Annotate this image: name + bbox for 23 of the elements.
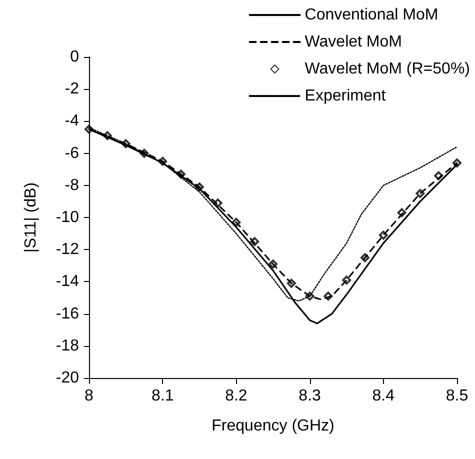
x-tick-label: 8.5	[446, 388, 468, 404]
y-tick-label: -18	[56, 337, 80, 354]
legend-label: Conventional MoM	[304, 6, 438, 24]
x-tick-label: 8.2	[225, 388, 248, 404]
x-tick-label: 8.3	[298, 388, 322, 404]
y-tick-label: -4	[64, 112, 80, 130]
y-tick-label: 0	[70, 48, 80, 66]
y-tick-label: -6	[64, 144, 80, 162]
x-tick-label: 8.4	[372, 388, 395, 404]
x-axis-title: Frequency (GHz)	[212, 418, 334, 434]
x-tick-label: 8	[84, 388, 94, 404]
y-tick-label: -8	[64, 176, 80, 194]
legend-label: Wavelet MoM (R=50%)	[304, 60, 470, 78]
legend-label: Wavelet MoM	[304, 34, 402, 50]
y-tick-label: -16	[56, 305, 80, 322]
y-tick-label: -20	[56, 370, 80, 386]
legend-label: Experiment	[304, 88, 386, 104]
y-axis-title: |S11| (dB)	[22, 182, 40, 253]
y-tick-label: -2	[64, 80, 80, 98]
x-tick-label: 8.1	[151, 388, 174, 404]
y-tick-label: -14	[56, 273, 80, 290]
y-tick-label: -10	[56, 209, 80, 226]
y-tick-label: -12	[56, 241, 80, 258]
